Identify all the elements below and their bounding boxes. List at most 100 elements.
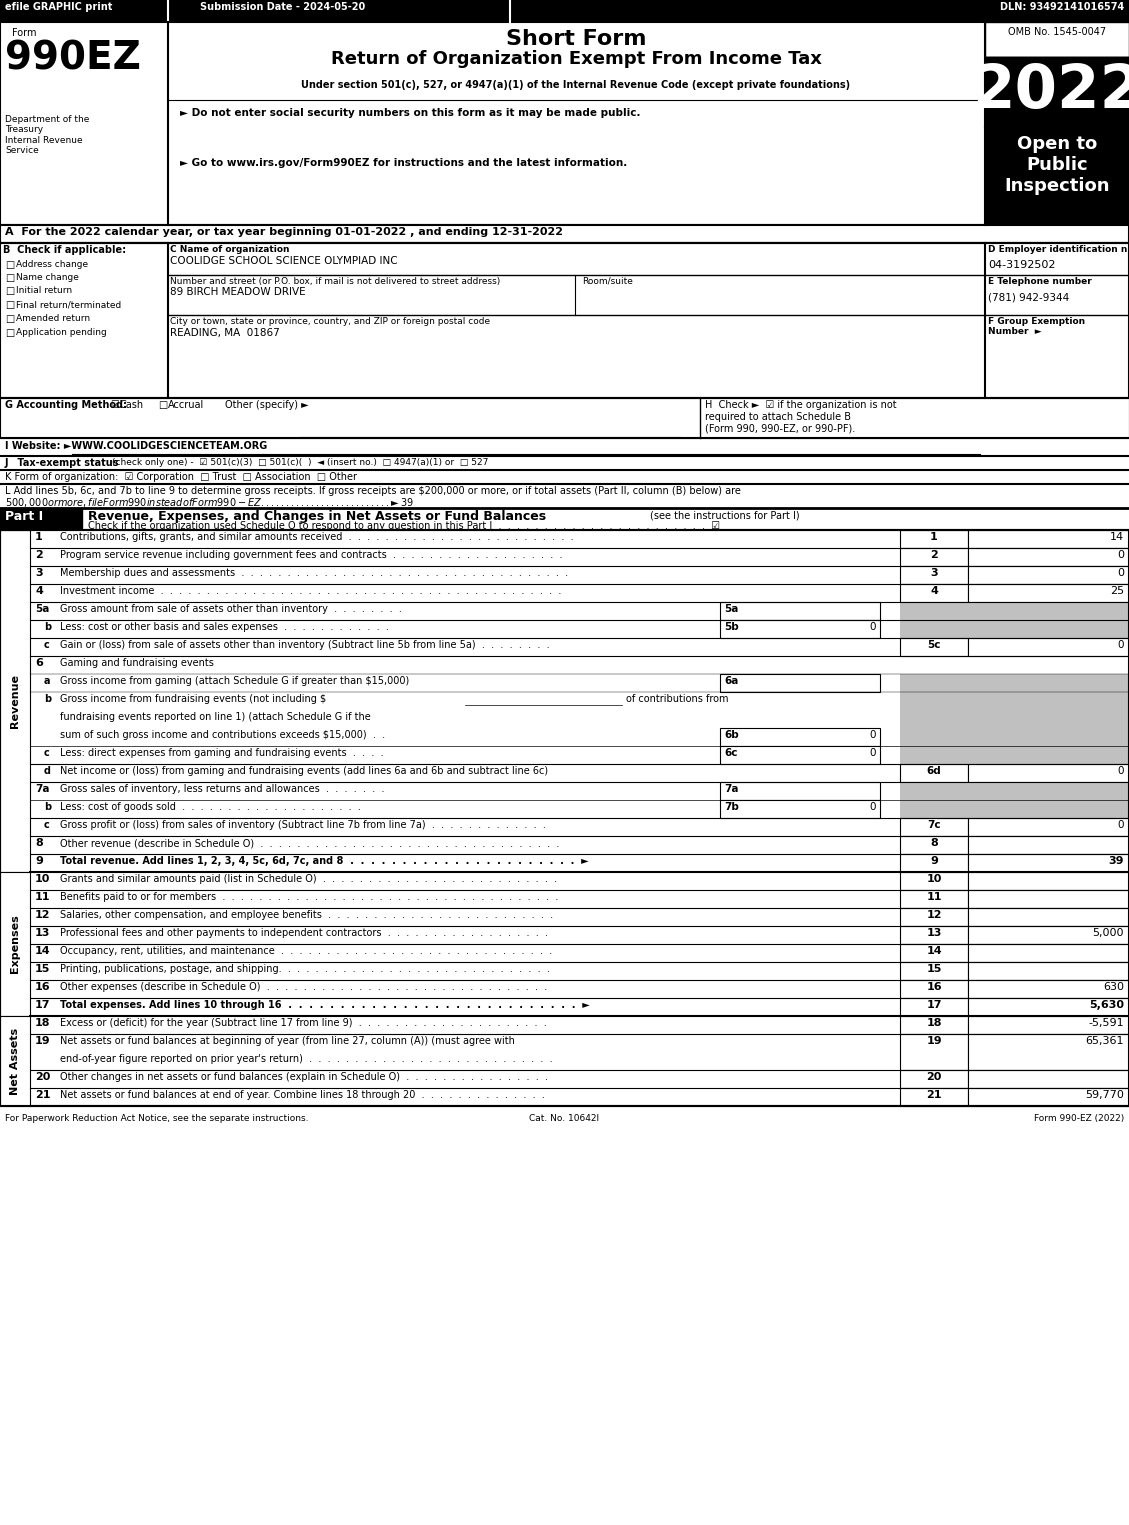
Text: Part I: Part I [5, 509, 43, 523]
Bar [900, 907, 968, 926]
Text: 14: 14 [926, 946, 942, 956]
Text: 7a: 7a [35, 784, 50, 795]
Text: 19: 19 [926, 1035, 942, 1046]
Text: Submission Date - 2024-05-20: Submission Date - 2024-05-20 [200, 2, 366, 12]
Text: 9: 9 [930, 856, 938, 866]
Text: Salaries, other compensation, and employee benefits  .  .  .  .  .  .  .  .  .  : Salaries, other compensation, and employ… [60, 910, 553, 920]
Text: Less: direct expenses from gaming and fundraising events  .  .  .  .: Less: direct expenses from gaming and fu… [60, 747, 384, 758]
Text: Tax-exempt status: Tax-exempt status [14, 458, 119, 468]
Text: Amended return: Amended return [16, 314, 90, 323]
Text: Net assets or fund balances at end of year. Combine lines 18 through 20  .  .  .: Net assets or fund balances at end of ye… [60, 1090, 545, 1100]
Text: 0: 0 [1118, 766, 1124, 776]
Text: 7c: 7c [927, 820, 940, 830]
Bar [0, 226, 1129, 242]
Text: Application pending: Application pending [16, 328, 107, 337]
Text: 18: 18 [35, 1019, 51, 1028]
Bar [968, 907, 1129, 926]
Text: 2022: 2022 [972, 63, 1129, 120]
Text: fundraising events reported on line 1) (attach Schedule G if the: fundraising events reported on line 1) (… [60, 712, 370, 721]
Bar [900, 531, 968, 547]
Bar [720, 674, 879, 692]
Text: 0: 0 [1117, 567, 1124, 578]
Text: 0: 0 [869, 730, 876, 740]
Text: 89 BIRCH MEADOW DRIVE: 89 BIRCH MEADOW DRIVE [170, 287, 306, 297]
Text: Form 990-EZ (2022): Form 990-EZ (2022) [1034, 1113, 1124, 1122]
Text: I Website: ►WWW.COOLIDGESCIENCETEAM.ORG: I Website: ►WWW.COOLIDGESCIENCETEAM.ORG [5, 441, 268, 451]
Text: 21: 21 [926, 1090, 942, 1100]
Bar [720, 782, 879, 801]
Text: 8: 8 [35, 839, 43, 848]
Text: Contributions, gifts, grants, and similar amounts received  .  .  .  .  .  .  . : Contributions, gifts, grants, and simila… [60, 532, 574, 541]
Text: Gaming and fundraising events: Gaming and fundraising events [60, 657, 213, 668]
Text: D Employer identification number: D Employer identification number [988, 246, 1129, 255]
Text: 25: 25 [1110, 586, 1124, 596]
Text: 2: 2 [35, 551, 43, 560]
Text: □: □ [5, 300, 15, 310]
Text: Room/suite: Room/suite [583, 278, 633, 287]
Bar [720, 801, 879, 817]
Bar [968, 962, 1129, 981]
Bar [900, 962, 968, 981]
Text: Total expenses. Add lines 10 through 16  .  .  .  .  .  .  .  .  .  .  .  .  .  : Total expenses. Add lines 10 through 16 … [60, 1000, 589, 1010]
Text: J: J [5, 458, 9, 468]
Text: 15: 15 [926, 964, 942, 974]
Bar [968, 547, 1129, 566]
Text: (see the instructions for Part I): (see the instructions for Part I) [650, 509, 799, 520]
Text: F Group Exemption
Number  ►: F Group Exemption Number ► [988, 317, 1085, 337]
Bar [900, 1087, 968, 1106]
Text: Department of the
Treasury
Internal Revenue
Service: Department of the Treasury Internal Reve… [5, 114, 89, 156]
Text: end-of-year figure reported on prior year's return)  .  .  .  .  .  .  .  .  .  : end-of-year figure reported on prior yea… [60, 1054, 552, 1064]
Text: Investment income  .  .  .  .  .  .  .  .  .  .  .  .  .  .  .  .  .  .  .  .  .: Investment income . . . . . . . . . . . … [60, 586, 561, 596]
Text: Form: Form [12, 27, 36, 38]
Text: 3: 3 [35, 567, 43, 578]
Text: Cash: Cash [120, 400, 145, 410]
Text: sum of such gross income and contributions exceeds $15,000)  .  .: sum of such gross income and contributio… [60, 730, 385, 740]
Text: Revenue, Expenses, and Changes in Net Assets or Fund Balances: Revenue, Expenses, and Changes in Net As… [88, 509, 546, 523]
Text: Membership dues and assessments  .  .  .  .  .  .  .  .  .  .  .  .  .  .  .  . : Membership dues and assessments . . . . … [60, 567, 568, 578]
Text: 0: 0 [1117, 551, 1124, 560]
Text: 11: 11 [926, 892, 942, 901]
Text: OMB No. 1545-0047: OMB No. 1545-0047 [1008, 27, 1106, 37]
Text: b: b [44, 802, 51, 811]
Text: (check only one) -  ☑ 501(c)(3)  □ 501(c)(  )  ◄ (insert no.)  □ 4947(a)(1) or  : (check only one) - ☑ 501(c)(3) □ 501(c)(… [112, 458, 489, 467]
Text: Grants and similar amounts paid (list in Schedule O)  .  .  .  .  .  .  .  .  . : Grants and similar amounts paid (list in… [60, 874, 557, 884]
Bar [900, 1034, 968, 1071]
Text: Accrual: Accrual [168, 400, 204, 410]
Bar [968, 1034, 1129, 1071]
Text: City or town, state or province, country, and ZIP or foreign postal code: City or town, state or province, country… [170, 317, 490, 326]
Bar [0, 531, 30, 872]
Text: 19: 19 [35, 1035, 51, 1046]
Text: G Accounting Method:: G Accounting Method: [5, 400, 126, 410]
Text: 6a: 6a [724, 676, 738, 686]
Text: c: c [44, 820, 50, 830]
Bar [968, 637, 1129, 656]
Text: ☑: ☑ [110, 400, 119, 410]
Text: □: □ [5, 287, 15, 296]
Bar [968, 981, 1129, 997]
Text: Gross sales of inventory, less returns and allowances  .  .  .  .  .  .  .: Gross sales of inventory, less returns a… [60, 784, 385, 795]
Text: Less: cost or other basis and sales expenses  .  .  .  .  .  .  .  .  .  .  .  .: Less: cost or other basis and sales expe… [60, 622, 388, 631]
Text: Number and street (or P.O. box, if mail is not delivered to street address): Number and street (or P.O. box, if mail … [170, 278, 500, 287]
Text: Expenses: Expenses [10, 915, 20, 973]
Bar [0, 1016, 30, 1106]
Text: 65,361: 65,361 [1085, 1035, 1124, 1046]
Text: Initial return: Initial return [16, 287, 72, 294]
Bar [900, 674, 1129, 692]
Bar [900, 854, 968, 872]
Bar [900, 584, 968, 602]
Text: 3: 3 [930, 567, 938, 578]
Text: Address change: Address change [16, 259, 88, 268]
Text: Gross amount from sale of assets other than inventory  .  .  .  .  .  .  .  .: Gross amount from sale of assets other t… [60, 604, 402, 615]
Text: 5a: 5a [35, 604, 50, 615]
Text: 7a: 7a [724, 784, 738, 795]
Text: 16: 16 [926, 982, 942, 991]
Text: 21: 21 [35, 1090, 51, 1100]
Text: □: □ [5, 328, 15, 339]
Text: Other revenue (describe in Schedule O)  .  .  .  .  .  .  .  .  .  .  .  .  .  .: Other revenue (describe in Schedule O) .… [60, 839, 559, 848]
Bar [968, 566, 1129, 584]
Text: Benefits paid to or for members  .  .  .  .  .  .  .  .  .  .  .  .  .  .  .  . : Benefits paid to or for members . . . . … [60, 892, 559, 901]
Text: 59,770: 59,770 [1085, 1090, 1124, 1100]
Text: DLN: 93492141016574: DLN: 93492141016574 [1000, 2, 1124, 12]
Text: Other expenses (describe in Schedule O)  .  .  .  .  .  .  .  .  .  .  .  .  .  : Other expenses (describe in Schedule O) … [60, 982, 548, 991]
Bar [900, 692, 1129, 746]
